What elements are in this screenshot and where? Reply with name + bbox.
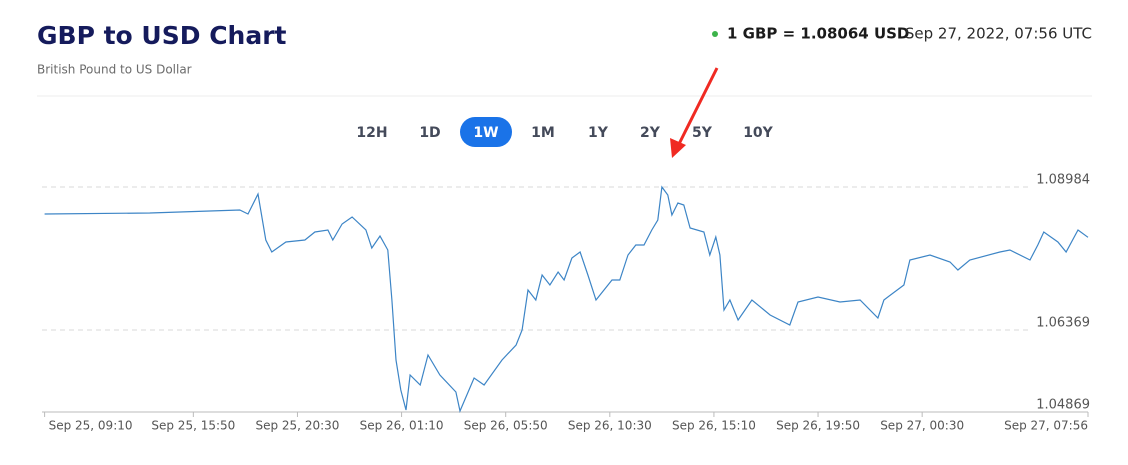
arrow-head (670, 138, 686, 158)
x-tick-label: Sep 27, 07:56 (1004, 419, 1088, 433)
rate: 1 GBP = 1.08064 USD (727, 25, 909, 43)
x-tick-label: Sep 25, 09:10 (49, 419, 133, 433)
x-tick-label: Sep 25, 20:30 (255, 419, 339, 433)
x-tick-label: Sep 25, 15:50 (151, 419, 235, 433)
x-tick-label: Sep 27, 00:30 (880, 419, 964, 433)
x-tick-label: Sep 26, 19:50 (776, 419, 860, 433)
chart-title: GBP to USD Chart (37, 21, 287, 50)
range-button-bg[interactable] (460, 117, 512, 147)
y-tick-label: 1.04869 (1036, 398, 1090, 413)
x-tick-label: Sep 26, 05:50 (464, 419, 548, 433)
range-button[interactable]: 10Y (743, 125, 773, 141)
range-button[interactable]: 12H (356, 125, 387, 141)
y-tick-label: 1.06369 (1036, 315, 1090, 330)
y-tick-label: 1.08984 (1036, 173, 1090, 188)
live-dot (712, 31, 718, 37)
x-tick-label: Sep 26, 15:10 (672, 419, 756, 433)
range-button[interactable]: 1W (473, 125, 498, 141)
arrow-shaft (676, 67, 719, 147)
x-tick-label: Sep 26, 10:30 (568, 419, 652, 433)
range-button[interactable]: 1D (419, 125, 440, 141)
range-button[interactable]: 1M (531, 125, 555, 141)
timestamp: Sep 27, 2022, 07:56 UTC (905, 25, 1092, 43)
x-tick-label: Sep 26, 01:10 (360, 419, 444, 433)
range-button[interactable]: 1Y (588, 125, 609, 141)
price-line (44, 185, 1089, 413)
chart-subtitle: British Pound to US Dollar (37, 63, 192, 77)
range-button[interactable]: 5Y (692, 125, 713, 141)
range-button[interactable]: 2Y (640, 125, 661, 141)
